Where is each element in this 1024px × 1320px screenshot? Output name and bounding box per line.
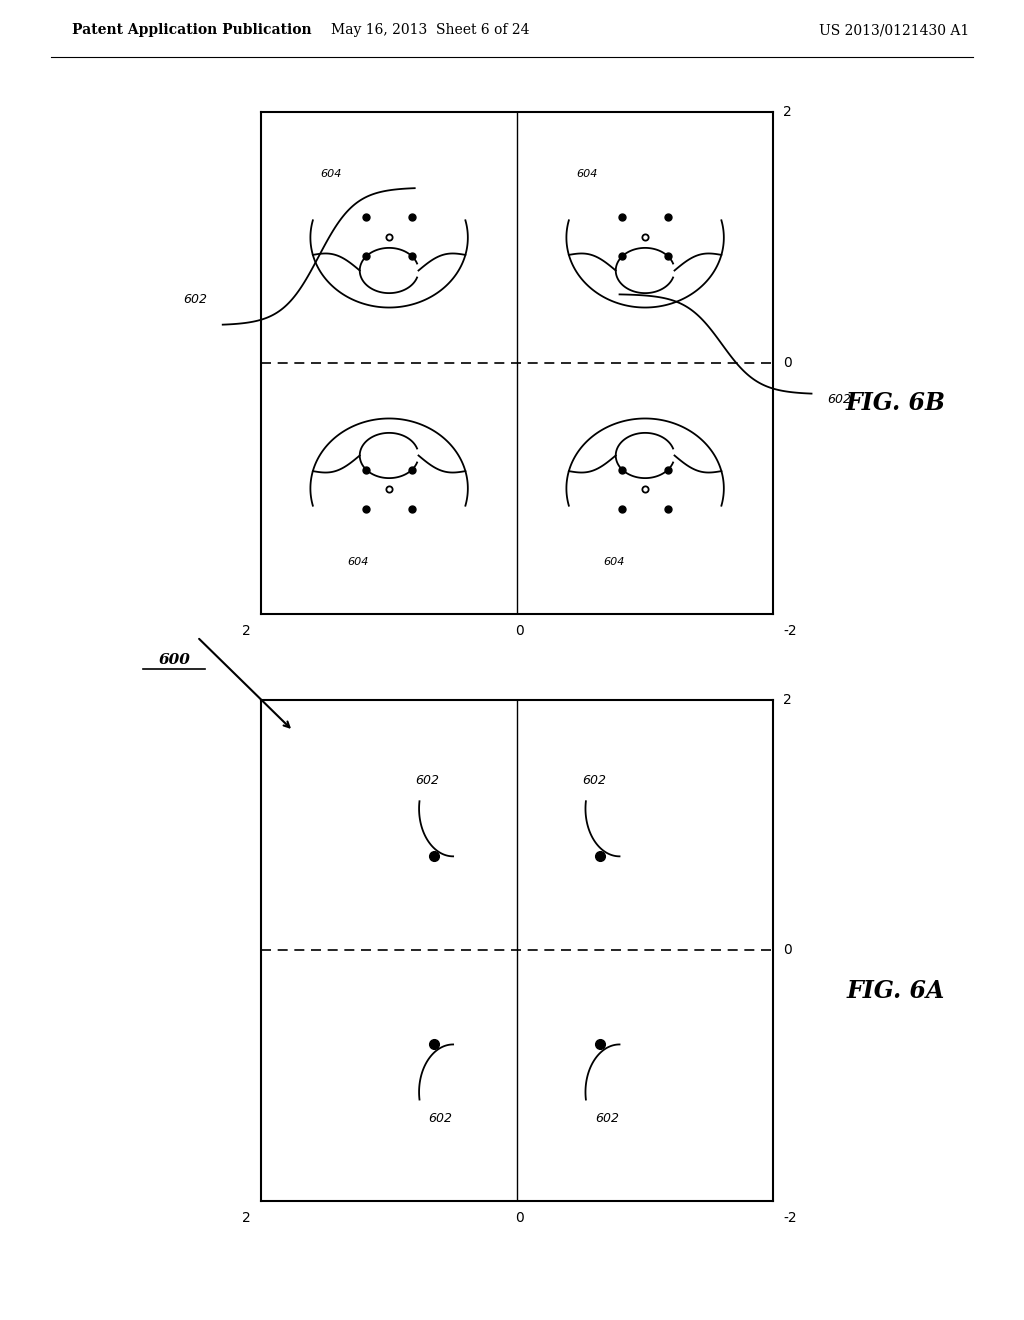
Text: 604: 604 xyxy=(577,169,598,178)
Text: FIG. 6B: FIG. 6B xyxy=(846,391,946,414)
Text: 604: 604 xyxy=(347,557,369,568)
Text: Patent Application Publication: Patent Application Publication xyxy=(72,24,311,37)
Text: 2: 2 xyxy=(783,693,793,706)
Text: May 16, 2013  Sheet 6 of 24: May 16, 2013 Sheet 6 of 24 xyxy=(331,24,529,37)
Text: 602: 602 xyxy=(827,393,851,407)
Text: 604: 604 xyxy=(321,169,342,178)
Text: 2: 2 xyxy=(783,106,793,119)
Text: 2: 2 xyxy=(242,624,251,638)
Text: 0: 0 xyxy=(515,624,524,638)
Text: 0: 0 xyxy=(515,1212,524,1225)
Text: 602: 602 xyxy=(595,1113,618,1125)
Text: 600: 600 xyxy=(158,652,190,667)
Text: 0: 0 xyxy=(783,944,793,957)
Text: US 2013/0121430 A1: US 2013/0121430 A1 xyxy=(819,24,970,37)
Text: 602: 602 xyxy=(416,774,439,787)
Text: 0: 0 xyxy=(783,356,793,370)
Text: 602: 602 xyxy=(428,1113,453,1125)
Text: -2: -2 xyxy=(783,1212,797,1225)
Text: 2: 2 xyxy=(242,1212,251,1225)
Text: 602: 602 xyxy=(183,293,207,306)
Text: 602: 602 xyxy=(582,774,606,787)
Text: -2: -2 xyxy=(783,624,797,638)
Text: FIG. 6A: FIG. 6A xyxy=(847,978,945,1002)
Text: 604: 604 xyxy=(603,557,625,568)
